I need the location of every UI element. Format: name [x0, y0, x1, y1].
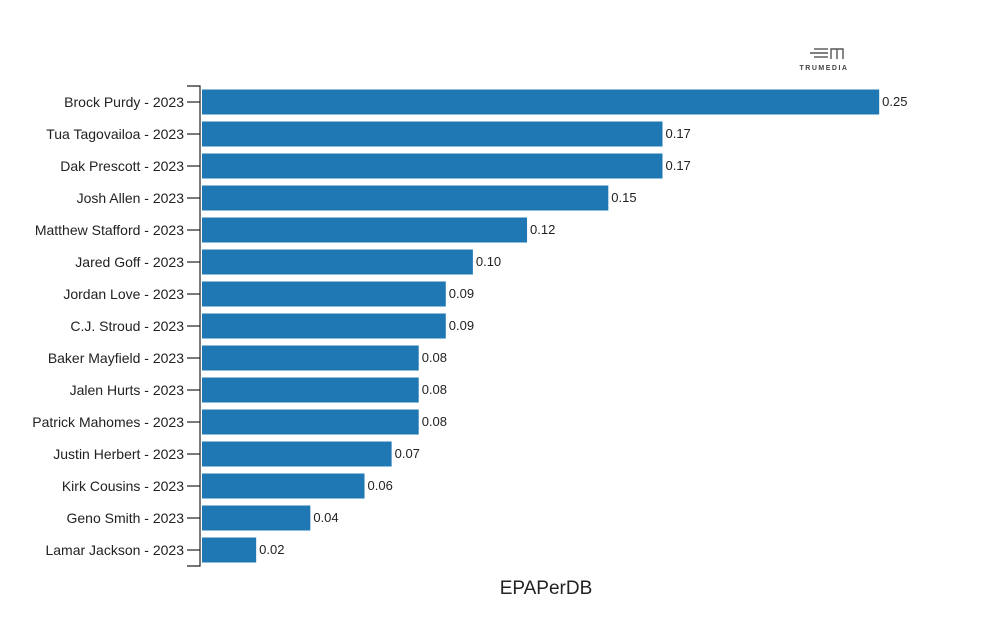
- category-tick-label: Jordan Love - 2023: [63, 286, 184, 302]
- bar: [202, 154, 662, 179]
- category-tick-label: Brock Purdy - 2023: [64, 94, 184, 110]
- logo: TRUMEDIA: [800, 49, 849, 72]
- bar: [202, 410, 419, 435]
- data-label: 0.08: [422, 414, 447, 429]
- bar: [202, 442, 392, 467]
- category-tick-label: Dak Prescott - 2023: [60, 158, 184, 174]
- bar: [202, 378, 419, 403]
- bar: [202, 346, 419, 371]
- data-label: 0.02: [259, 542, 284, 557]
- data-label: 0.09: [449, 318, 474, 333]
- category-tick-label: Tua Tagovailoa - 2023: [46, 126, 184, 142]
- bar: [202, 250, 473, 275]
- bar: [202, 186, 608, 211]
- data-label: 0.12: [530, 222, 555, 237]
- category-tick-label: Baker Mayfield - 2023: [48, 350, 184, 366]
- category-tick-label: Patrick Mahomes - 2023: [32, 414, 184, 430]
- bar: [202, 538, 256, 563]
- bar-group: [202, 90, 879, 563]
- category-tick-label: Matthew Stafford - 2023: [35, 222, 184, 238]
- logo-text: TRUMEDIA: [800, 65, 849, 72]
- bar: [202, 218, 527, 243]
- category-tick-label: Geno Smith - 2023: [66, 510, 184, 526]
- category-tick-label: Lamar Jackson - 2023: [45, 542, 184, 558]
- category-tick-label: Josh Allen - 2023: [77, 190, 185, 206]
- data-label: 0.06: [368, 478, 393, 493]
- x-axis-label: EPAPerDB: [500, 578, 593, 599]
- bar: [202, 474, 365, 499]
- category-tick-label: Jalen Hurts - 2023: [70, 382, 185, 398]
- data-label: 0.17: [665, 158, 690, 173]
- bar-chart: TRUMEDIA 0.25 0.17 0.17 0.15 0.12 0.10 0.09 0.0…: [0, 0, 1000, 625]
- category-tick-label: Jared Goff - 2023: [75, 254, 184, 270]
- data-label: 0.07: [395, 446, 420, 461]
- data-label: 0.08: [422, 382, 447, 397]
- bar: [202, 282, 446, 307]
- data-label: 0.15: [611, 190, 636, 205]
- bar: [202, 506, 310, 531]
- data-label: 0.04: [313, 510, 338, 525]
- bar: [202, 122, 662, 147]
- data-label: 0.10: [476, 254, 501, 269]
- category-tick-label: Justin Herbert - 2023: [53, 446, 184, 462]
- data-label: 0.17: [665, 126, 690, 141]
- bar: [202, 90, 879, 115]
- category-label-group: Brock Purdy - 2023 Tua Tagovailoa - 2023 D…: [32, 94, 184, 558]
- trumedia-logo-icon: [810, 49, 843, 59]
- category-tick-label: Kirk Cousins - 2023: [62, 478, 184, 494]
- y-axis: [187, 86, 200, 566]
- category-tick-label: C.J. Stroud - 2023: [70, 318, 184, 334]
- data-label: 0.08: [422, 350, 447, 365]
- bar: [202, 314, 446, 339]
- data-label: 0.09: [449, 286, 474, 301]
- data-label: 0.25: [882, 94, 907, 109]
